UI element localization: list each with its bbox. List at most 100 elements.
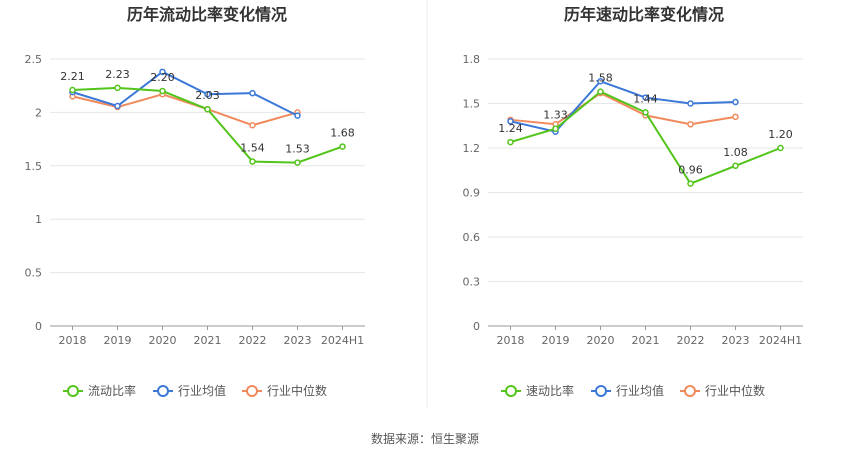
data-label: 1.68 <box>330 127 355 140</box>
data-point <box>69 86 76 94</box>
data-point <box>114 84 121 92</box>
y-tick-label: 1.5 <box>25 160 43 173</box>
data-point <box>687 180 694 187</box>
data-label: 1.33 <box>543 109 568 122</box>
data-point <box>249 158 256 165</box>
y-tick-label: 0.6 <box>463 231 481 244</box>
x-tick-label: 2019 <box>104 334 132 347</box>
y-tick-label: 2.5 <box>25 53 43 66</box>
x-tick-label: 2021 <box>194 334 222 347</box>
legend-label: 行业中位数 <box>267 383 327 398</box>
data-label: 1.54 <box>240 142 265 155</box>
legend-item-industry-avg[interactable]: 行业均值 <box>591 383 664 398</box>
legend-label: 行业中位数 <box>705 383 765 398</box>
y-tick-label: 0.9 <box>463 187 481 200</box>
data-point <box>777 144 784 152</box>
legend-marker-icon <box>684 385 696 397</box>
y-tick-label: 1 <box>35 213 42 226</box>
data-point <box>159 87 166 95</box>
x-tick-label: 2020 <box>587 334 615 347</box>
current-ratio-chart: 历年流动比率变化情况 0 0.5 1 1.5 2 2.5 2018 2019 2020 2021 20… <box>25 5 365 398</box>
legend-label: 行业均值 <box>616 383 664 398</box>
data-label: 0.96 <box>678 164 703 177</box>
series-industry-median <box>69 90 301 129</box>
y-tick-label: 0.3 <box>463 276 481 289</box>
legend-label: 流动比率 <box>88 383 136 398</box>
series-company <box>507 88 784 187</box>
legend-label: 速动比率 <box>526 383 574 398</box>
legend-marker-icon <box>157 385 169 397</box>
data-point <box>642 109 649 116</box>
data-point <box>294 159 301 166</box>
x-tick-label: 2022 <box>239 334 267 347</box>
x-tick-label: 2024H1 <box>321 334 364 347</box>
data-label: 2.21 <box>60 70 85 83</box>
data-source-footer: 数据来源：恒生聚源 <box>371 431 479 446</box>
legend-item-industry-avg[interactable]: 行业均值 <box>153 383 226 398</box>
series-line <box>72 70 298 117</box>
data-point <box>732 162 739 170</box>
data-point <box>339 143 346 150</box>
data-point <box>687 100 694 107</box>
y-tick-label: 1.8 <box>463 53 481 66</box>
data-label: 2.03 <box>195 89 220 102</box>
legend-item-industry-median[interactable]: 行业中位数 <box>680 383 765 398</box>
series-company <box>69 84 346 166</box>
y-tick-label: 0 <box>35 320 42 333</box>
data-point <box>732 113 739 121</box>
data-point <box>732 98 739 106</box>
x-tick-label: 2023 <box>722 334 750 347</box>
data-point <box>597 88 604 95</box>
data-label: 1.58 <box>588 72 613 85</box>
y-tick-label: 0.5 <box>25 267 43 280</box>
data-label: 1.53 <box>285 143 310 156</box>
y-tick-label: 2 <box>35 106 42 119</box>
y-tick-label: 1.2 <box>463 142 481 155</box>
data-label: 1.24 <box>498 122 523 135</box>
data-label: 1.20 <box>768 128 793 141</box>
x-tick-label: 2021 <box>632 334 660 347</box>
x-tick-label: 2023 <box>284 334 312 347</box>
data-point <box>294 112 301 119</box>
legend-label: 行业均值 <box>178 383 226 398</box>
data-point <box>204 90 211 98</box>
series-industry-avg <box>507 78 739 135</box>
x-tick-label: 2020 <box>149 334 177 347</box>
quick-ratio-chart: 历年速动比率变化情况 0 0.3 0.6 0.9 1.2 1.5 1.8 2018 2019 202… <box>463 5 803 398</box>
data-point <box>597 78 604 85</box>
data-point <box>159 68 166 76</box>
legend-item-company[interactable]: 速动比率 <box>501 383 574 398</box>
data-point <box>249 121 256 129</box>
data-label: 2.23 <box>105 68 130 81</box>
legend-marker-icon <box>505 385 517 397</box>
chart-title: 历年速动比率变化情况 <box>564 5 724 24</box>
series-line <box>510 90 781 185</box>
data-point <box>114 102 121 110</box>
x-tick-label: 2018 <box>497 334 525 347</box>
x-tick-label: 2024H1 <box>759 334 802 347</box>
legend-marker-icon <box>67 385 79 397</box>
x-tick-label: 2019 <box>542 334 570 347</box>
chart-title: 历年流动比率变化情况 <box>127 5 287 24</box>
legend-item-industry-median[interactable]: 行业中位数 <box>242 383 327 398</box>
legend-marker-icon <box>595 385 607 397</box>
legend-marker-icon <box>246 385 258 397</box>
data-point <box>507 118 514 125</box>
data-point <box>552 125 559 132</box>
data-point <box>507 138 514 146</box>
data-label: 1.08 <box>723 146 748 159</box>
series-line <box>510 91 736 126</box>
data-point <box>687 121 694 128</box>
data-point <box>204 105 211 113</box>
data-label: 2.20 <box>150 71 175 84</box>
data-label: 1.44 <box>633 92 658 105</box>
y-tick-label: 1.5 <box>463 98 481 111</box>
x-tick-label: 2022 <box>677 334 705 347</box>
legend-item-company[interactable]: 流动比率 <box>63 383 136 398</box>
x-tick-label: 2018 <box>59 334 87 347</box>
y-tick-label: 0 <box>473 320 480 333</box>
data-point <box>642 94 649 101</box>
data-point <box>249 89 256 97</box>
series-line <box>72 93 298 127</box>
